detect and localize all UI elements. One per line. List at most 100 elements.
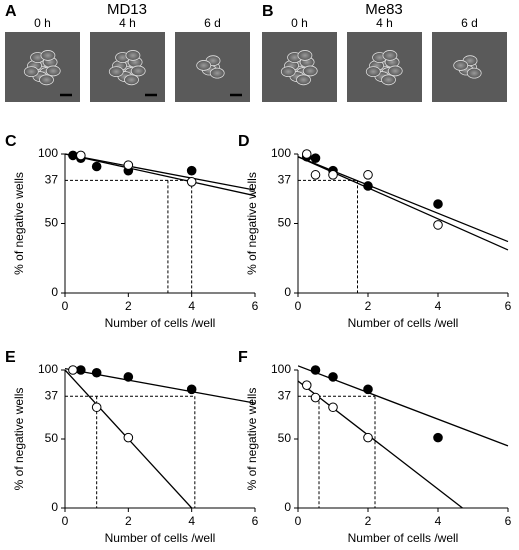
panel-title: MD13 — [107, 1, 147, 18]
cell — [130, 65, 146, 77]
panel-letter: D — [238, 133, 250, 150]
cell — [297, 50, 313, 61]
cell — [466, 67, 482, 79]
cell — [45, 65, 61, 77]
x-tick-label: 6 — [252, 514, 259, 528]
x-tick-label: 0 — [62, 299, 69, 313]
panel-letter: E — [5, 349, 16, 366]
data-point — [363, 181, 373, 191]
x-tick-label: 4 — [188, 514, 195, 528]
x-axis-label: Number of cells /well — [105, 316, 216, 330]
x-axis-label: Number of cells /well — [348, 531, 459, 545]
x-axis-label: Number of cells /well — [105, 531, 216, 545]
x-tick-label: 0 — [62, 514, 69, 528]
cell — [296, 74, 311, 86]
data-point — [186, 165, 197, 176]
panel-letter: B — [262, 3, 274, 20]
x-tick-label: 6 — [505, 514, 512, 528]
cell — [125, 50, 141, 61]
x-tick-label: 4 — [435, 299, 442, 313]
cell — [387, 65, 403, 77]
data-point — [123, 160, 134, 170]
cell — [209, 67, 225, 79]
x-tick-label: 4 — [435, 514, 442, 528]
data-point — [310, 365, 321, 375]
x-axis-label: Number of cells /well — [348, 316, 459, 330]
panel-title: Me83 — [365, 1, 403, 18]
data-point — [68, 150, 78, 161]
image-label: 6 d — [204, 16, 221, 30]
y-tick-label: 0 — [51, 285, 58, 299]
y-tick-label: 50 — [45, 431, 59, 445]
y-axis-label: % of negative wells — [12, 172, 26, 275]
image-label: 4 h — [119, 16, 136, 30]
x-tick-label: 2 — [365, 514, 372, 528]
y-axis-label: % of negative wells — [12, 388, 26, 491]
y-tick-label: 50 — [278, 216, 292, 230]
data-point — [310, 153, 321, 163]
reference-label: 37 — [278, 388, 292, 402]
x-tick-label: 2 — [125, 299, 132, 313]
data-point — [433, 199, 443, 209]
data-point — [91, 161, 102, 172]
data-point — [433, 432, 443, 443]
y-tick-label: 50 — [278, 431, 292, 445]
cell — [40, 50, 56, 61]
fit-line — [65, 153, 256, 197]
y-axis-label: % of negative wells — [245, 172, 259, 275]
image-label: 0 h — [291, 16, 308, 30]
cell — [382, 50, 398, 61]
panel-letter: A — [5, 3, 17, 20]
data-point — [328, 372, 338, 382]
fit-line — [65, 153, 256, 191]
data-point — [310, 392, 321, 403]
y-tick-label: 0 — [51, 500, 58, 514]
y-tick-label: 0 — [284, 500, 291, 514]
cell — [39, 74, 54, 86]
y-tick-label: 0 — [284, 285, 291, 299]
y-tick-label: 100 — [38, 362, 58, 376]
reference-label: 37 — [45, 388, 59, 402]
image-label: 6 d — [461, 16, 478, 30]
cell — [23, 66, 39, 78]
x-tick-label: 0 — [295, 514, 302, 528]
data-point — [186, 384, 197, 395]
data-point — [363, 432, 373, 443]
data-point — [186, 177, 197, 187]
data-point — [363, 384, 373, 395]
y-tick-label: 100 — [271, 362, 291, 376]
y-tick-label: 50 — [45, 216, 59, 230]
data-point — [310, 170, 321, 180]
x-tick-label: 6 — [252, 299, 259, 313]
cell — [302, 65, 318, 77]
x-tick-label: 4 — [188, 299, 195, 313]
data-point — [433, 220, 443, 230]
panel-letter: F — [238, 349, 248, 366]
cell — [196, 60, 212, 71]
x-tick-label: 2 — [125, 514, 132, 528]
fit-line — [298, 380, 463, 508]
data-point — [123, 432, 134, 443]
cell — [280, 66, 296, 78]
cell — [124, 74, 139, 86]
cell — [365, 66, 381, 78]
y-tick-label: 100 — [271, 146, 291, 160]
data-point — [68, 365, 78, 375]
image-label: 4 h — [376, 16, 393, 30]
data-point — [328, 402, 338, 413]
data-point — [76, 365, 86, 375]
reference-label: 37 — [278, 173, 292, 187]
data-point — [301, 380, 312, 390]
data-point — [123, 372, 134, 382]
x-tick-label: 0 — [295, 299, 302, 313]
data-point — [91, 367, 102, 378]
cell — [453, 60, 469, 71]
data-point — [328, 170, 338, 180]
data-point — [76, 150, 86, 161]
panel-letter: C — [5, 133, 17, 150]
y-tick-label: 100 — [38, 146, 58, 160]
x-tick-label: 2 — [365, 299, 372, 313]
cell — [108, 66, 124, 78]
reference-label: 37 — [45, 173, 59, 187]
